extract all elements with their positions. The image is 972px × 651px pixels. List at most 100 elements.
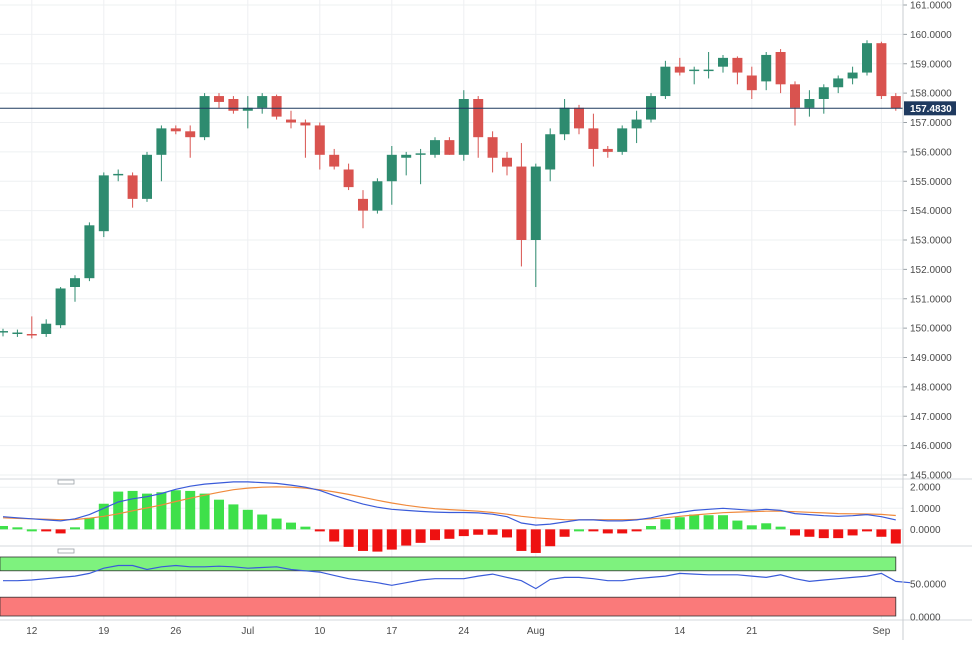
macd-hist-bar-positive — [170, 490, 181, 530]
macd-hist-bar-negative — [804, 529, 815, 537]
candle-down[interactable] — [26, 334, 37, 336]
candle-down[interactable] — [185, 131, 196, 138]
candle-up[interactable] — [401, 154, 412, 158]
macd-hist-bar-positive — [242, 509, 253, 530]
macd-hist-bar-negative — [386, 529, 397, 550]
macd-hist-bar-positive — [574, 529, 584, 532]
candle-up[interactable] — [530, 166, 541, 240]
candle-up[interactable] — [703, 69, 714, 72]
candle-up[interactable] — [818, 87, 829, 99]
candle-up[interactable] — [689, 69, 700, 72]
candle-up[interactable] — [833, 78, 844, 88]
candle-down[interactable] — [214, 96, 224, 102]
candle-up[interactable] — [386, 154, 397, 182]
macd-hist-bar-negative — [818, 529, 829, 539]
macd-hist-bar-negative — [329, 529, 340, 542]
candle-down[interactable] — [170, 128, 181, 132]
candle-up[interactable] — [430, 140, 440, 155]
candle-up[interactable] — [113, 173, 124, 176]
candle-up[interactable] — [718, 57, 728, 67]
candle-down[interactable] — [300, 122, 311, 126]
price-tick-label: 149.0000 — [910, 353, 952, 364]
candle-up[interactable] — [156, 128, 167, 155]
candlestick-series[interactable] — [0, 40, 901, 339]
candle-up[interactable] — [12, 332, 23, 334]
macd-hist-bar-negative — [559, 529, 570, 537]
macd-hist-bar-positive — [257, 514, 268, 530]
macd-hist-bar-negative — [415, 529, 426, 543]
candle-up[interactable] — [41, 323, 52, 334]
candle-up[interactable] — [559, 107, 570, 135]
last-price-label: 157.4830 — [910, 104, 952, 115]
candle-down[interactable] — [358, 198, 368, 211]
macd-tick-label: 1.0000 — [910, 504, 941, 515]
candle-up[interactable] — [0, 331, 8, 333]
candle-up[interactable] — [617, 128, 628, 152]
pane-resize-handle[interactable] — [57, 548, 75, 554]
candle-up[interactable] — [415, 153, 426, 155]
macd-hist-bar-positive — [674, 517, 685, 530]
time-tick-label: 14 — [674, 626, 686, 637]
candle-down[interactable] — [790, 84, 800, 108]
candle-up[interactable] — [804, 99, 815, 108]
candle-up[interactable] — [862, 43, 872, 73]
candle-up[interactable] — [98, 175, 109, 232]
macd-hist-bar-positive — [0, 525, 8, 530]
candle-up[interactable] — [70, 278, 80, 287]
candle-down[interactable] — [732, 57, 743, 73]
candle-down[interactable] — [329, 154, 340, 167]
candle-down[interactable] — [343, 169, 354, 188]
candle-down[interactable] — [286, 119, 296, 123]
price-tick-label: 152.0000 — [910, 265, 952, 276]
candle-up[interactable] — [660, 66, 671, 97]
pane-resize-handles[interactable] — [57, 479, 75, 554]
candle-down[interactable] — [516, 166, 527, 240]
candle-up[interactable] — [257, 96, 268, 108]
macd-hist-bar-positive — [199, 493, 210, 530]
price-tick-label: 151.0000 — [910, 294, 952, 305]
candle-up[interactable] — [199, 96, 210, 138]
candle-up[interactable] — [242, 107, 253, 111]
candle-down[interactable] — [775, 52, 786, 85]
candle-up[interactable] — [631, 119, 642, 129]
price-tick-label: 158.0000 — [910, 89, 952, 100]
candle-down[interactable] — [444, 140, 455, 155]
candle-down[interactable] — [876, 43, 887, 97]
rsi-panel[interactable] — [0, 556, 911, 617]
candle-down[interactable] — [487, 137, 498, 158]
candle-up[interactable] — [55, 288, 66, 326]
candle-down[interactable] — [890, 96, 901, 109]
candle-up[interactable] — [761, 54, 772, 82]
time-axis: 12 19 26 Jul 10 17 24 Aug 14 21 Sep — [26, 626, 890, 637]
candle-down[interactable] — [746, 75, 757, 91]
price-tick-label: 153.0000 — [910, 236, 952, 247]
macd-hist-bar-negative — [502, 529, 512, 538]
candle-down[interactable] — [602, 148, 613, 152]
macd-hist-bar-negative — [458, 529, 469, 537]
candle-down[interactable] — [314, 125, 325, 155]
macd-hist-bar-positive — [732, 520, 743, 530]
candle-up[interactable] — [545, 134, 556, 170]
candle-up[interactable] — [142, 154, 152, 199]
candle-down[interactable] — [473, 99, 484, 138]
macd-hist-bar-positive — [703, 515, 714, 530]
candle-down[interactable] — [588, 128, 599, 149]
candle-down[interactable] — [574, 107, 584, 129]
candle-up[interactable] — [372, 181, 383, 211]
candle-down[interactable] — [127, 175, 138, 199]
candle-down[interactable] — [674, 66, 685, 73]
candle-up[interactable] — [84, 225, 95, 279]
candle-up[interactable] — [458, 99, 469, 155]
candle-up[interactable] — [847, 72, 858, 79]
rsi-tick-label: 50.0000 — [910, 580, 947, 591]
macd-hist-bar-negative — [631, 529, 642, 532]
price-tick-label: 156.0000 — [910, 147, 952, 158]
candle-down[interactable] — [228, 99, 239, 111]
pane-resize-handle[interactable] — [57, 479, 75, 485]
candle-down[interactable] — [502, 157, 512, 167]
macd-panel[interactable] — [0, 481, 901, 553]
time-tick-label: Jul — [241, 626, 254, 637]
candle-down[interactable] — [271, 96, 282, 117]
macd-hist-bar-positive — [775, 526, 786, 530]
